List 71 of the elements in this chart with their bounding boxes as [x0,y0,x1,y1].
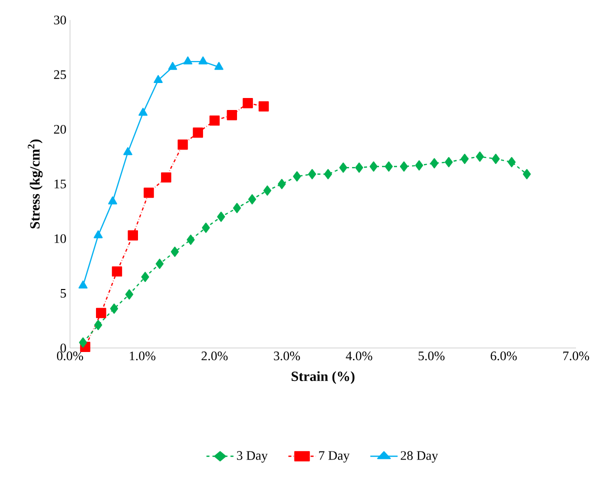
point [308,169,316,180]
point [94,320,102,330]
point [400,161,408,172]
point [430,158,438,168]
point [108,196,118,204]
x-tick-label: 7.0% [563,352,590,360]
y-tick-label: 0 [60,344,66,352]
point [355,162,364,173]
point [170,246,179,257]
point [293,171,301,182]
legend-label: 28 Day [400,451,438,463]
point [209,115,220,126]
point [384,161,393,172]
point [183,56,192,64]
point [123,147,132,156]
legend-label: 3 Day [237,451,268,463]
point [198,56,208,64]
point [339,162,348,173]
y-tick-label: 15 [54,180,66,188]
point [161,172,172,183]
point [258,101,269,112]
point [144,188,154,198]
x-tick-label: 1.0% [130,352,156,360]
y-tick-label: 10 [54,234,66,244]
point [178,140,188,150]
point [492,154,500,164]
point [263,185,272,196]
y-axis-title: Stress (kg/cm$^{2}$) [28,139,43,228]
point [112,266,122,277]
point [278,178,286,190]
point [125,289,134,300]
point [476,152,484,162]
point [370,161,378,172]
y-tick-label: 5 [60,289,66,298]
point [242,98,253,108]
point [214,62,224,70]
point [522,169,531,180]
x-tick-label: 2.0% [202,352,228,360]
point [110,304,118,314]
x-axis-title: Strain (%) [292,371,354,384]
point [217,212,226,222]
x-tick-label: 6.0% [490,352,517,360]
point [508,157,516,168]
point [415,160,424,171]
point [226,110,238,120]
point [96,308,106,318]
legend-label: 7 Day [319,451,350,463]
point [141,272,150,282]
point [168,62,178,70]
point [202,222,210,233]
point [192,128,204,138]
point [233,202,241,214]
point [186,234,195,245]
point [460,154,469,164]
point [138,108,148,116]
x-tick-label: 3.0% [274,352,300,360]
x-tick-label: 0.0% [56,352,84,360]
point [248,194,256,204]
y-tick-label: 30 [54,16,66,24]
point [154,75,163,83]
x-tick-label: 4.0% [346,352,372,360]
point [128,230,138,240]
point [78,280,88,289]
point [156,258,164,269]
y-tick-label: 20 [54,124,66,134]
point [444,157,453,168]
point [79,337,87,348]
y-tick-label: 25 [54,70,66,80]
x-tick-label: 5.0% [418,352,445,360]
point [94,230,103,238]
point [324,169,332,180]
